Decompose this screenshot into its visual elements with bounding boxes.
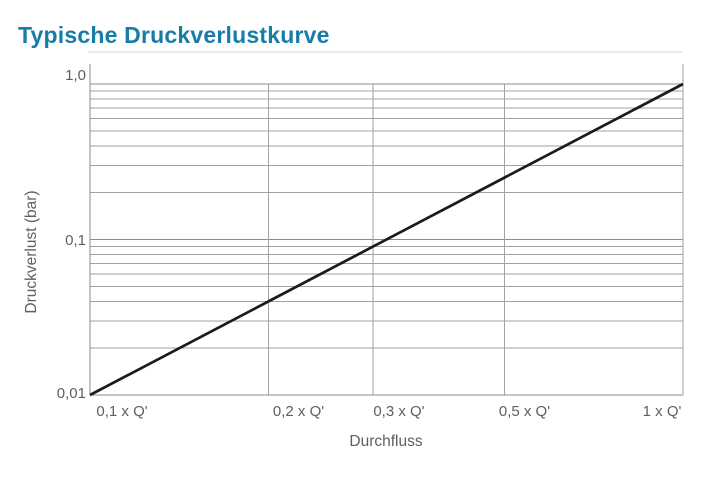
- y-tick-label: 1,0: [65, 67, 86, 84]
- x-tick-label: 0,3 x Q': [373, 403, 425, 420]
- x-tick-label: 0,1 x Q': [96, 403, 148, 420]
- y-tick-label: 0,01: [56, 385, 86, 402]
- x-axis-title: Durchfluss: [349, 433, 423, 450]
- chart-title: Typische Druckverlustkurve: [18, 22, 330, 48]
- x-tick-label: 1 x Q': [642, 403, 682, 420]
- x-tick-label: 0,2 x Q': [272, 403, 325, 420]
- pressure-loss-curve: [89, 82, 684, 397]
- y-axis-title: Druckverlust (bar): [23, 190, 40, 314]
- x-tick-label: 0,5 x Q': [498, 403, 551, 420]
- y-tick-label: 0,1: [65, 231, 86, 249]
